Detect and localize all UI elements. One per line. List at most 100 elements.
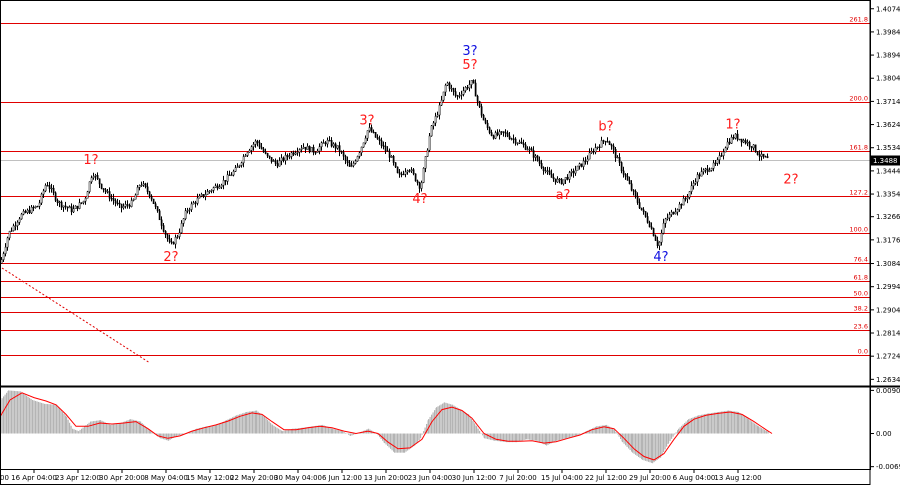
macd-bar bbox=[311, 426, 313, 434]
candle-body bbox=[436, 114, 439, 117]
macd-bar bbox=[131, 419, 133, 434]
macd-bar bbox=[721, 411, 723, 434]
macd-bar bbox=[408, 433, 410, 450]
macd-bar bbox=[450, 404, 452, 434]
candle-body bbox=[288, 156, 291, 158]
time-tick-label: 15 May 12:00 bbox=[186, 474, 234, 482]
macd-bar bbox=[90, 421, 92, 434]
candle-body bbox=[238, 165, 241, 167]
candle-body bbox=[362, 142, 365, 148]
time-tick-label: 8 May 04:00 bbox=[144, 474, 188, 482]
macd-bar bbox=[455, 406, 457, 434]
candle-body bbox=[528, 148, 531, 150]
candle-body bbox=[402, 173, 405, 176]
macd-bar bbox=[418, 433, 420, 441]
macd-bar bbox=[182, 433, 184, 435]
wave-label: 3? bbox=[462, 44, 477, 59]
macd-bar bbox=[607, 425, 609, 434]
candle-body bbox=[732, 137, 735, 139]
macd-bar bbox=[600, 425, 602, 434]
candle-body bbox=[530, 148, 533, 151]
macd-bar bbox=[727, 410, 729, 434]
macd-bar bbox=[664, 433, 666, 450]
candle-body bbox=[564, 176, 567, 181]
macd-bar bbox=[82, 427, 84, 434]
macd-bar bbox=[555, 433, 557, 442]
candle-body bbox=[520, 141, 523, 144]
candle-body bbox=[296, 151, 299, 154]
candle-body bbox=[138, 185, 141, 188]
candle-body bbox=[722, 151, 725, 156]
candle-body bbox=[232, 171, 235, 176]
candle-body bbox=[214, 185, 217, 188]
candle-body bbox=[536, 155, 539, 161]
macd-bar bbox=[642, 433, 644, 460]
candle-body bbox=[720, 155, 723, 157]
time-tick-label: 30 May 04:00 bbox=[274, 474, 322, 482]
candle-body bbox=[484, 119, 487, 124]
candle-body bbox=[162, 225, 165, 232]
candle-body bbox=[10, 230, 13, 232]
candle-body bbox=[506, 132, 509, 137]
candle-body bbox=[404, 171, 407, 175]
macd-bar bbox=[242, 413, 244, 434]
candle-body bbox=[442, 91, 445, 101]
macd-bar bbox=[678, 428, 680, 434]
candle-body bbox=[124, 204, 127, 207]
candle-body bbox=[78, 202, 81, 209]
macd-bar bbox=[540, 433, 542, 443]
candle-body bbox=[672, 211, 675, 215]
macd-bar bbox=[18, 391, 20, 434]
price-tick-label: 1.2814 bbox=[876, 330, 900, 338]
candle-body bbox=[456, 95, 459, 97]
price-tick-label: 1.3804 bbox=[876, 75, 900, 83]
candle-body bbox=[366, 130, 369, 139]
candle-body bbox=[590, 150, 593, 154]
macd-bar bbox=[519, 433, 521, 442]
macd-bar bbox=[225, 420, 227, 434]
macd-bar bbox=[695, 416, 697, 434]
candle-body bbox=[308, 145, 311, 153]
macd-bar bbox=[414, 433, 416, 446]
time-tick-label: 30 Apr 20:00 bbox=[99, 474, 145, 482]
candle-body bbox=[316, 150, 319, 153]
macd-bar bbox=[316, 425, 318, 434]
macd-bar bbox=[210, 425, 212, 434]
macd-bar bbox=[595, 426, 597, 434]
macd-tick-label: -0.00692 bbox=[876, 463, 900, 471]
candle-body bbox=[236, 166, 239, 168]
candle-body bbox=[628, 180, 631, 184]
candle-body bbox=[472, 80, 475, 84]
candle-body bbox=[178, 232, 181, 237]
candle-body bbox=[518, 141, 521, 144]
macd-bar bbox=[239, 414, 241, 434]
macd-bar bbox=[350, 433, 352, 436]
macd-bar bbox=[689, 418, 691, 434]
macd-bar bbox=[335, 429, 337, 434]
macd-bar bbox=[388, 433, 390, 448]
macd-bar bbox=[424, 427, 426, 434]
macd-bar bbox=[469, 416, 471, 434]
candle-body bbox=[488, 127, 491, 133]
macd-bar bbox=[559, 433, 561, 440]
macd-bar bbox=[85, 425, 87, 434]
time-tick-label: 00 bbox=[0, 474, 9, 482]
candle-body bbox=[284, 155, 287, 161]
macd-bar bbox=[718, 411, 720, 434]
macd-bar bbox=[579, 433, 581, 435]
macd-bar bbox=[137, 420, 139, 434]
candle-body bbox=[424, 156, 427, 169]
macd-bar bbox=[76, 430, 78, 434]
macd-bar bbox=[144, 425, 146, 434]
candle-body bbox=[344, 155, 347, 161]
macd-bar bbox=[332, 428, 334, 434]
candle-body bbox=[762, 153, 765, 157]
candle-body bbox=[508, 135, 511, 140]
macd-bar bbox=[714, 412, 716, 434]
macd-bar bbox=[728, 410, 730, 434]
candle-body bbox=[636, 195, 639, 203]
macd-bar bbox=[620, 433, 622, 440]
macd-bar bbox=[219, 423, 221, 434]
candle-body bbox=[736, 133, 739, 140]
macd-bar bbox=[11, 390, 13, 434]
